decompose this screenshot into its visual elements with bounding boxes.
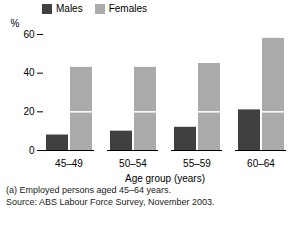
svg-text:45–49: 45–49 [55,158,83,169]
svg-text:60: 60 [23,29,35,40]
svg-text:60–64: 60–64 [247,158,275,169]
svg-text:40: 40 [23,67,35,78]
svg-text:55–59: 55–59 [183,158,211,169]
html-text:Females: Females [108,3,147,14]
html-text:Source: ABS Labour Force Surve: Source: ABS Labour Force Survey, Novembe… [6,197,215,207]
svg-text:50–54: 50–54 [119,158,147,169]
svg-text:0: 0 [29,145,35,156]
svg-text:20: 20 [23,106,35,117]
svg-text:%: % [11,18,20,29]
html-text:(a) Employed persons aged 45–6: (a) Employed persons aged 45–64 years. [6,185,172,195]
html-text:Males: Males [56,3,83,14]
svg-text:Age group (years): Age group (years) [125,173,205,184]
